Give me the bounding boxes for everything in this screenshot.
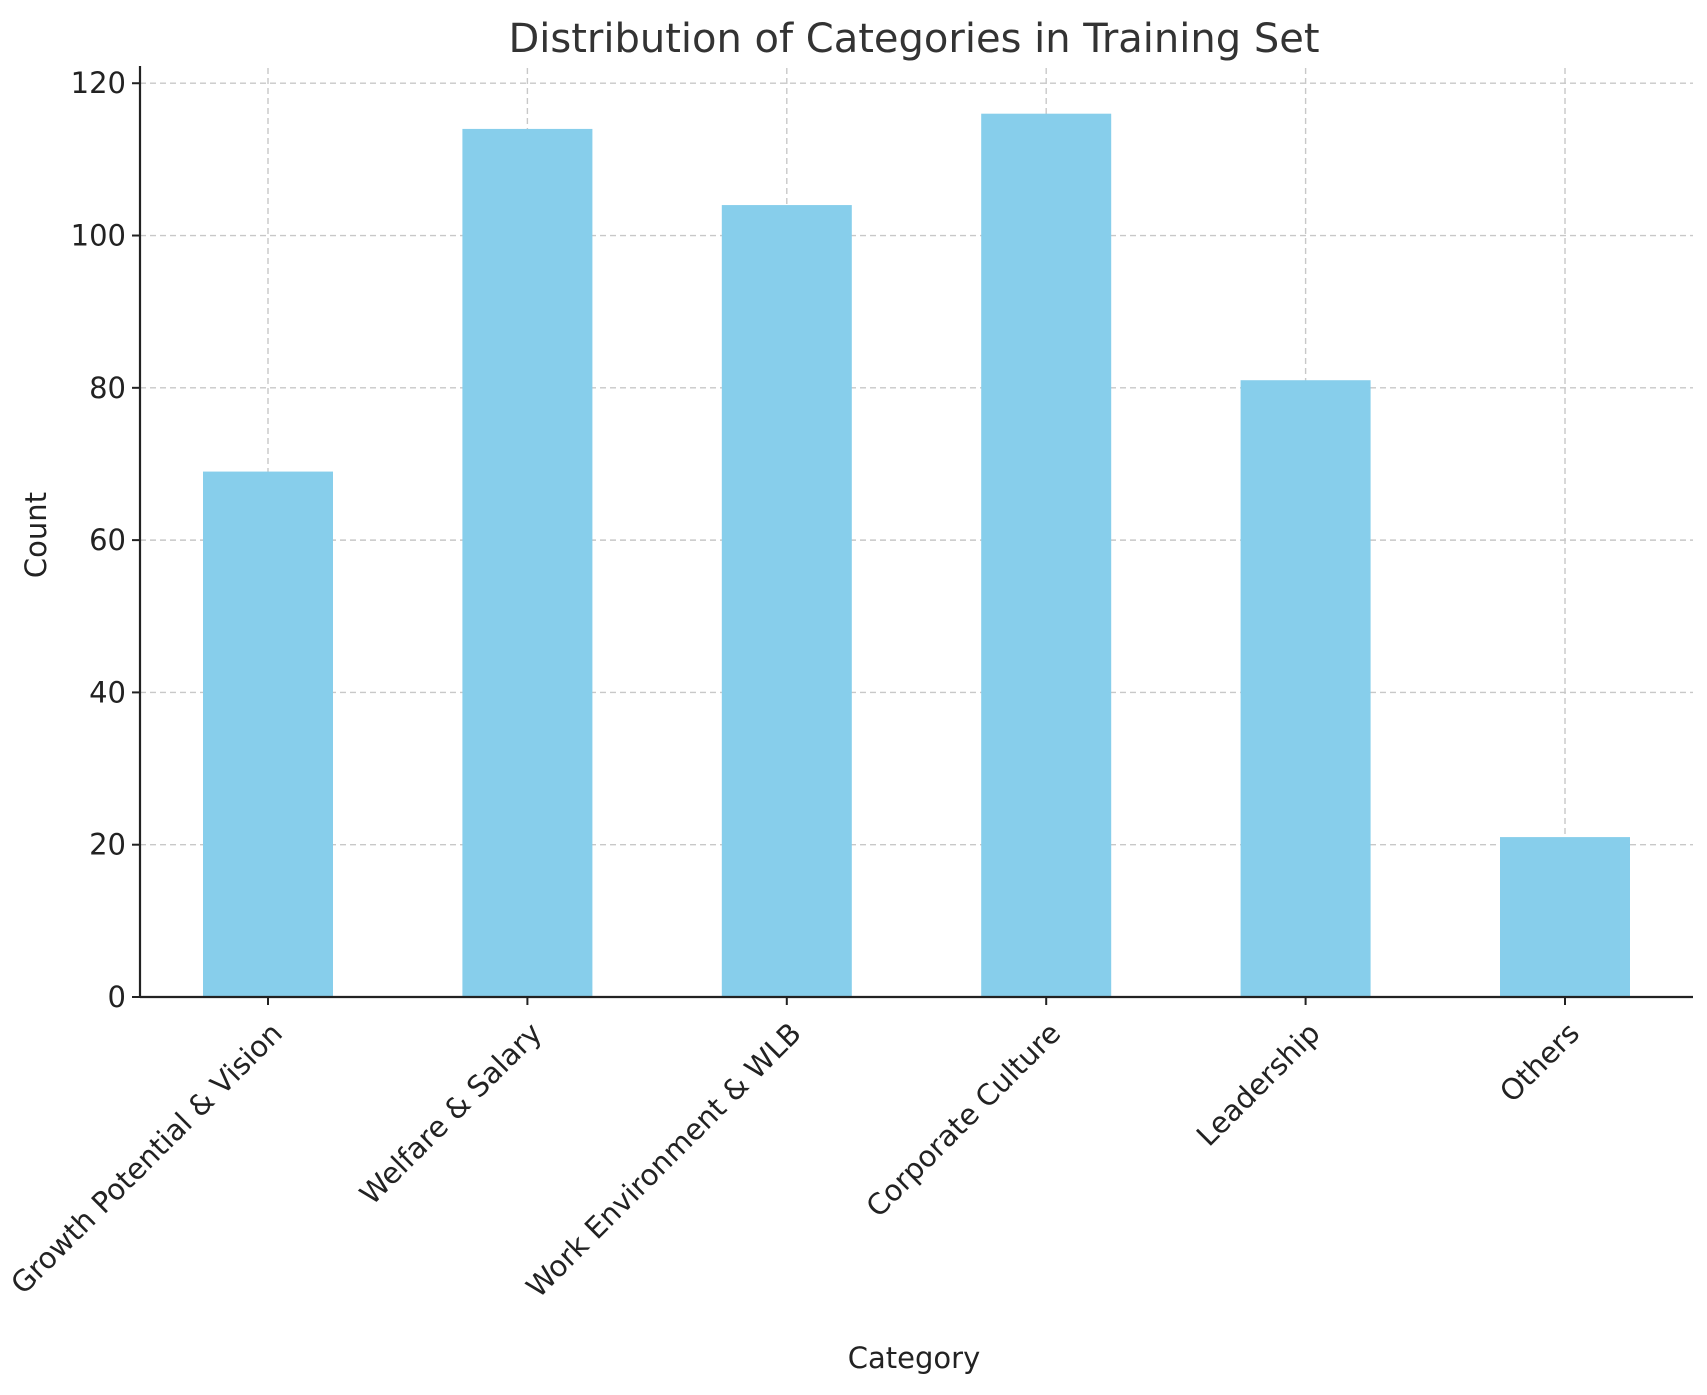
x-tick-label: Leadership (1190, 1016, 1327, 1153)
bar-others (1500, 837, 1630, 997)
bar-work-environment-wlb (721, 205, 852, 998)
x-tick-label: Growth Potential & Vision (4, 1016, 289, 1301)
x-tick-label: Corporate Culture (859, 1016, 1067, 1224)
axes (138, 66, 1693, 999)
grid (140, 68, 1693, 997)
x-axis-label: Category (848, 1341, 980, 1375)
y-tick-label: 80 (89, 371, 126, 405)
x-tick-label: Work Environment & WLB (520, 1016, 808, 1304)
chart-title: Distribution of Categories in Training S… (508, 16, 1319, 62)
y-tick-label: 0 (108, 980, 126, 1014)
x-tick-label: Others (1493, 1016, 1586, 1109)
bar-welfare-salary (462, 128, 593, 997)
bar-leadership (1240, 380, 1371, 997)
x-tick-label: Welfare & Salary (353, 1016, 548, 1211)
y-axis-label: Count (19, 492, 53, 578)
bar-growth-potential-vision (203, 471, 333, 997)
y-tick-label: 40 (89, 675, 126, 709)
bar-corporate-culture (981, 113, 1112, 997)
bars (203, 113, 1630, 998)
y-tick-label: 60 (89, 523, 126, 557)
y-tick-label: 100 (71, 219, 126, 253)
y-tick-label: 20 (89, 828, 126, 862)
y-tick-label: 120 (71, 66, 126, 100)
